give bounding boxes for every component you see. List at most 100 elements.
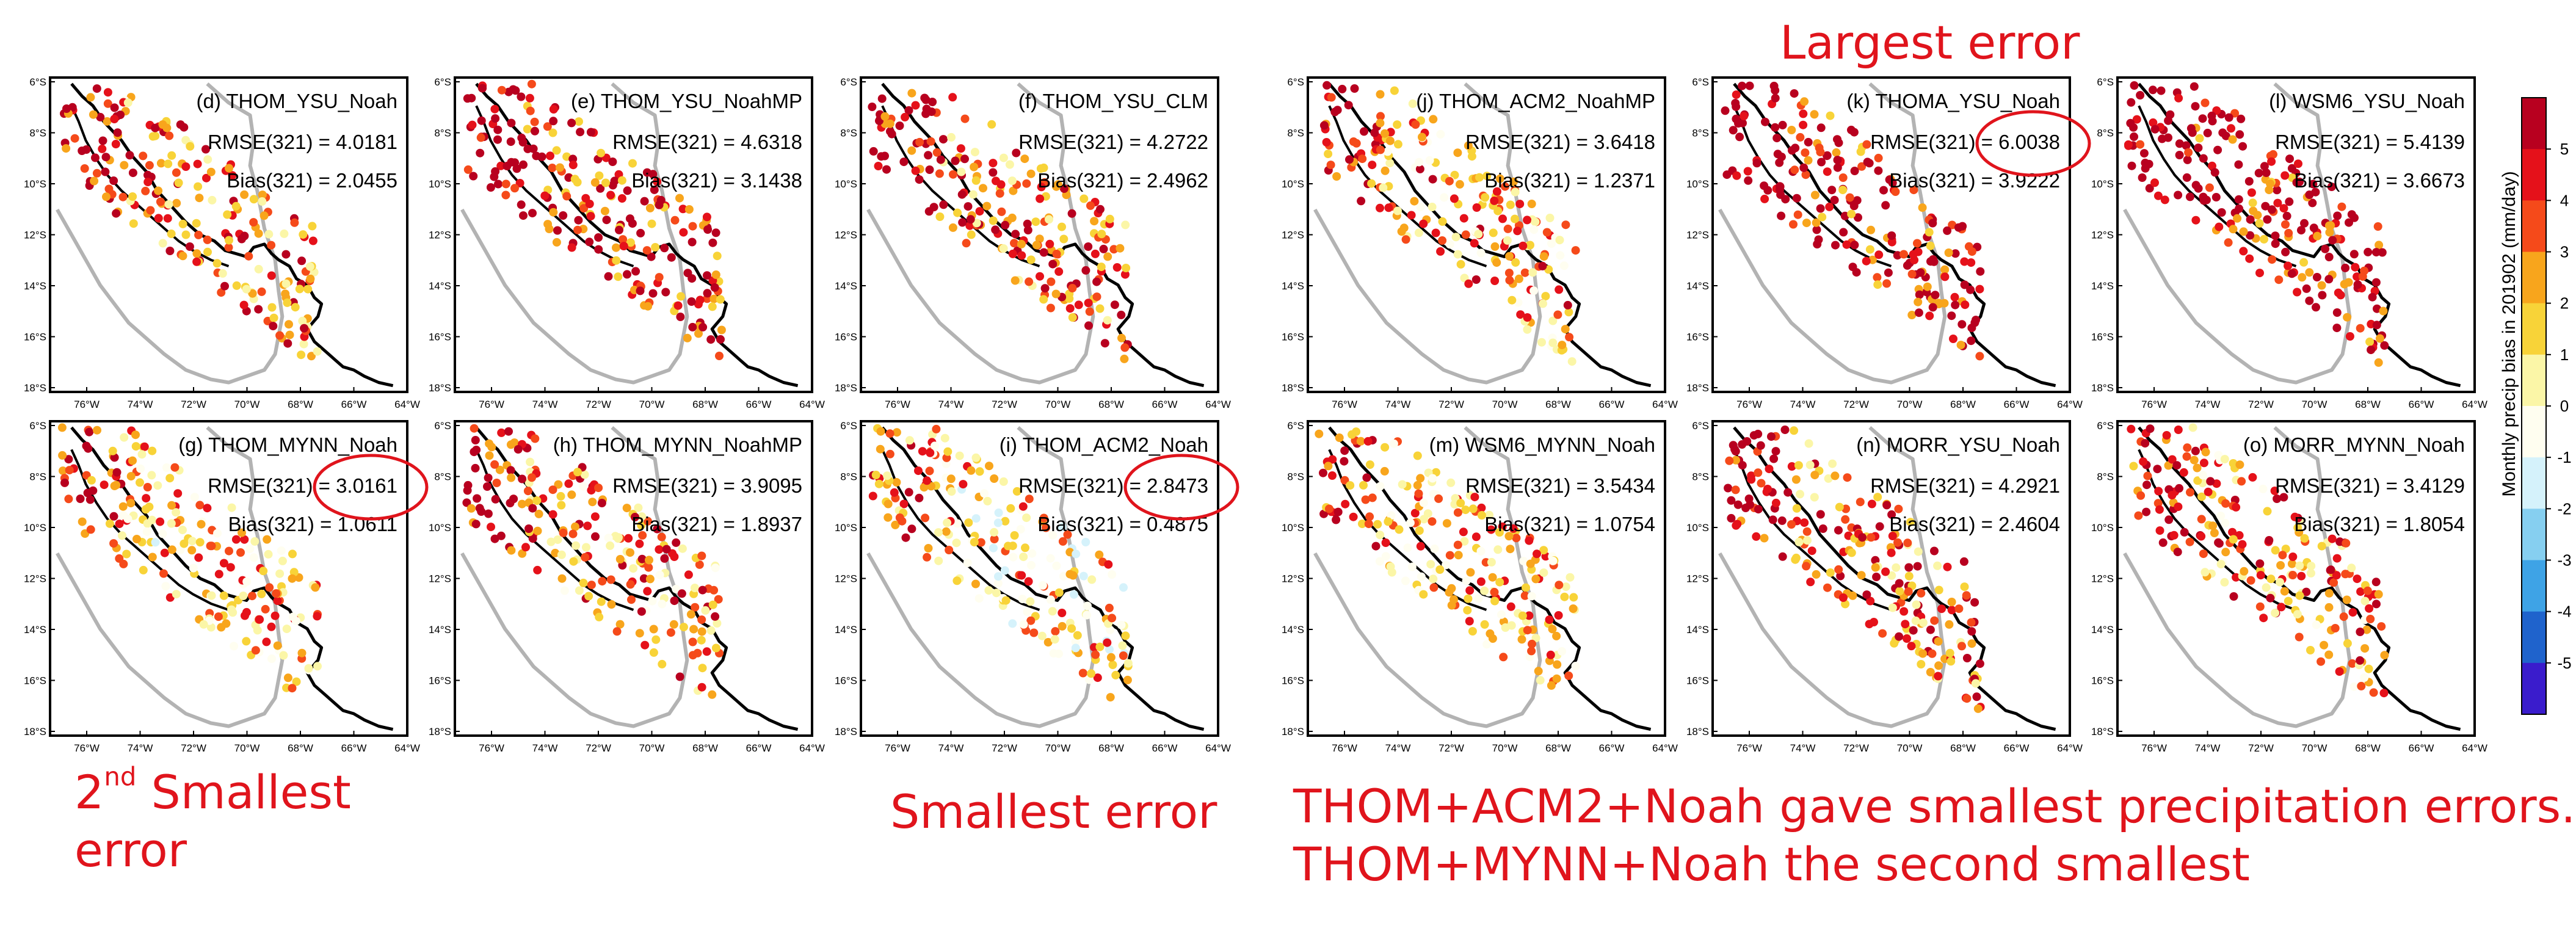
station-dot bbox=[1322, 81, 1332, 90]
xtick-label: 76°W bbox=[2141, 742, 2167, 754]
station-dot bbox=[1450, 170, 1459, 179]
station-dot bbox=[192, 219, 201, 228]
station-dot bbox=[2305, 268, 2314, 277]
station-dot bbox=[1362, 473, 1371, 482]
ytick-label: 18°S bbox=[429, 382, 451, 394]
station-dot bbox=[942, 459, 951, 468]
station-dot bbox=[2227, 124, 2235, 133]
station-dot bbox=[1046, 303, 1055, 313]
station-dot bbox=[987, 120, 996, 129]
station-dot bbox=[2312, 620, 2321, 629]
station-dot bbox=[585, 200, 594, 208]
ytick-label: 16°S bbox=[1686, 675, 1709, 687]
station-dot bbox=[1810, 493, 1819, 502]
station-dot bbox=[1470, 239, 1479, 248]
station-dot bbox=[1555, 285, 1564, 294]
station-dot bbox=[1951, 249, 1960, 258]
station-dot bbox=[2263, 215, 2272, 224]
station-dot bbox=[548, 128, 557, 137]
station-dot bbox=[178, 219, 187, 228]
station-dot bbox=[595, 171, 604, 180]
station-dot bbox=[58, 451, 67, 460]
station-dot bbox=[708, 690, 717, 699]
station-dot bbox=[2284, 261, 2293, 270]
station-dot bbox=[706, 335, 716, 344]
station-dot bbox=[601, 178, 610, 187]
station-dot bbox=[85, 427, 94, 437]
station-dot bbox=[614, 534, 623, 543]
station-dot bbox=[2198, 471, 2207, 480]
station-dot bbox=[1727, 513, 1736, 523]
station-dot bbox=[523, 487, 532, 496]
station-dot bbox=[1503, 224, 1512, 233]
station-dot bbox=[1956, 341, 1965, 350]
station-dots bbox=[462, 424, 724, 699]
station-dot bbox=[1967, 627, 1976, 636]
station-dot bbox=[137, 450, 147, 459]
ytick-label: 18°S bbox=[24, 382, 46, 394]
station-dot bbox=[557, 501, 566, 510]
station-dot bbox=[2224, 113, 2233, 122]
station-dot bbox=[176, 545, 185, 554]
station-dot bbox=[946, 474, 956, 484]
station-dot bbox=[517, 200, 526, 209]
ytick-label: 6°S bbox=[840, 76, 857, 88]
station-dot bbox=[1912, 600, 1921, 609]
station-dot bbox=[2245, 254, 2254, 263]
station-dot bbox=[1121, 220, 1130, 230]
station-dot bbox=[1777, 516, 1787, 525]
station-dot bbox=[1025, 277, 1034, 286]
xtick-label: 76°W bbox=[2141, 399, 2167, 410]
station-dot bbox=[1383, 147, 1392, 156]
station-dot bbox=[1108, 570, 1117, 579]
station-dot bbox=[564, 479, 573, 488]
station-dot bbox=[952, 538, 961, 548]
station-dot bbox=[2353, 280, 2362, 289]
station-dot bbox=[1019, 620, 1028, 629]
station-dot bbox=[2126, 118, 2135, 128]
ytick-label: 16°S bbox=[1282, 675, 1304, 687]
station-dot bbox=[899, 158, 909, 167]
station-dot bbox=[249, 553, 258, 562]
xtick-label: 74°W bbox=[128, 742, 153, 754]
station-dot bbox=[560, 586, 569, 595]
ytick-label: 16°S bbox=[429, 675, 451, 687]
station-dot bbox=[1481, 193, 1490, 202]
station-dot bbox=[588, 498, 597, 507]
station-dot bbox=[645, 574, 655, 584]
rmse-label: RMSE(321) = 3.4129 bbox=[2275, 474, 2465, 497]
station-dot bbox=[528, 473, 536, 482]
ytick-label: 12°S bbox=[1686, 230, 1709, 241]
xtick-label: 70°W bbox=[639, 742, 665, 754]
station-dot bbox=[1780, 426, 1790, 434]
station-dot bbox=[631, 513, 639, 521]
station-dot bbox=[1067, 624, 1076, 633]
station-dot bbox=[1511, 258, 1520, 267]
coastline bbox=[70, 426, 394, 731]
station-dot bbox=[1767, 432, 1776, 441]
station-dot bbox=[1893, 538, 1902, 547]
ytick-label: 8°S bbox=[434, 471, 451, 483]
rmse-label: RMSE(321) = 4.6318 bbox=[612, 131, 802, 153]
station-dot bbox=[160, 548, 169, 557]
station-dot bbox=[1428, 474, 1437, 483]
xtick-label: 64°W bbox=[1205, 742, 1231, 754]
station-dot bbox=[1553, 660, 1562, 669]
station-dot bbox=[531, 126, 539, 136]
station-dot bbox=[1928, 649, 1937, 658]
station-dot bbox=[2164, 515, 2174, 524]
ytick-label: 12°S bbox=[1282, 230, 1304, 241]
station-dot bbox=[553, 535, 562, 544]
colorbar-swatch bbox=[2522, 252, 2546, 304]
station-dot bbox=[2174, 190, 2183, 200]
station-dot bbox=[994, 572, 1003, 581]
xtick-label: 74°W bbox=[532, 742, 558, 754]
station-dot bbox=[1423, 509, 1432, 518]
station-dot bbox=[1008, 619, 1017, 628]
station-dot bbox=[2182, 173, 2191, 182]
station-dot bbox=[1501, 623, 1510, 632]
station-dot bbox=[267, 654, 276, 663]
station-dot bbox=[935, 169, 944, 178]
station-dot bbox=[1523, 325, 1532, 334]
station-dot bbox=[1885, 175, 1894, 184]
